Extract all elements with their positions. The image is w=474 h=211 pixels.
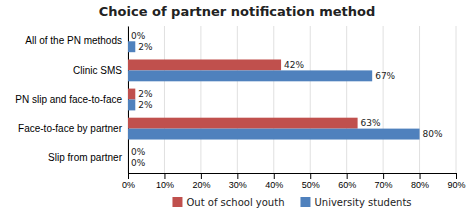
bar xyxy=(128,70,372,81)
y-tick-label: PN slip and face-to-face xyxy=(15,94,122,105)
x-tick: 50% xyxy=(302,173,320,190)
data-label: 80% xyxy=(423,129,443,139)
data-label: 67% xyxy=(375,71,395,81)
bar xyxy=(128,118,358,129)
x-tick-label: 90% xyxy=(447,180,465,190)
y-axis: All of the PN methods Clinic SMS PN slip a… xyxy=(15,27,128,174)
data-label: 2% xyxy=(138,89,153,99)
x-tick: 40% xyxy=(265,173,283,190)
x-tick-label: 0% xyxy=(122,180,135,190)
y-tick-label: Slip from partner xyxy=(48,152,123,163)
x-tick-label: 20% xyxy=(192,180,210,190)
x-axis-line xyxy=(129,174,457,180)
x-tick-mark xyxy=(274,173,275,179)
x-tick-label: 40% xyxy=(265,180,283,190)
legend-swatch xyxy=(300,197,310,207)
bar xyxy=(128,89,135,100)
grid xyxy=(128,26,456,173)
x-tick-mark xyxy=(347,173,348,179)
x-tick: 90% xyxy=(447,173,465,190)
grid-line xyxy=(200,26,201,173)
data-labels: 0%63%2%42%0%0%80%2%67%2% xyxy=(131,31,443,168)
x-tick: 80% xyxy=(411,173,429,190)
bars xyxy=(128,41,420,139)
x-tick: 30% xyxy=(229,173,247,190)
bar xyxy=(128,129,420,140)
x-tick: 20% xyxy=(192,173,210,190)
data-label: 0% xyxy=(131,158,146,168)
chart-title: Choice of partner notification method xyxy=(99,4,375,19)
x-tick-mark xyxy=(310,173,311,179)
grid-line xyxy=(237,26,238,173)
bar xyxy=(128,59,281,70)
bar xyxy=(128,100,135,111)
legend-swatch xyxy=(172,197,182,207)
x-tick-mark xyxy=(456,173,457,179)
chart-svg: Choice of partner notification method 0% 1… xyxy=(0,0,474,211)
x-tick-mark xyxy=(383,173,384,179)
y-tick: Face-to-face by partner xyxy=(18,123,128,134)
y-tick-label: All of the PN methods xyxy=(25,35,122,46)
bar xyxy=(128,158,129,169)
x-tick-label: 30% xyxy=(229,180,247,190)
data-label: 42% xyxy=(284,60,304,70)
x-tick: 0% xyxy=(122,173,135,190)
y-tick-label: Face-to-face by partner xyxy=(18,123,123,134)
x-tick-label: 70% xyxy=(375,180,393,190)
legend-item: Out of school youth xyxy=(172,197,284,208)
x-axis: 0% 10% 20% 30% 40% 50% 60% 70% 80% 90% xyxy=(122,173,466,190)
grid-line xyxy=(310,26,311,173)
x-tick: 70% xyxy=(375,173,393,190)
plot-area: 0% 10% 20% 30% 40% 50% 60% 70% 80% 90% All of the … xyxy=(15,26,465,190)
legend: Out of school youth University students xyxy=(172,197,411,208)
grid-line xyxy=(273,26,274,173)
y-tick: Clinic SMS xyxy=(73,65,128,76)
x-tick-label: 50% xyxy=(302,180,320,190)
y-tick: Slip from partner xyxy=(48,152,128,163)
data-label: 2% xyxy=(138,42,153,52)
y-tick: All of the PN methods xyxy=(25,35,128,46)
legend-label: Out of school youth xyxy=(186,197,284,208)
grid-line xyxy=(164,26,165,173)
x-tick-label: 60% xyxy=(338,180,356,190)
data-label: 0% xyxy=(131,31,146,41)
x-tick-mark xyxy=(420,173,421,179)
grid-line xyxy=(383,26,384,173)
x-tick: 10% xyxy=(156,173,174,190)
grid-line xyxy=(346,26,347,173)
x-tick-mark xyxy=(164,173,165,179)
legend-label: University students xyxy=(314,197,411,208)
y-tick-label: Clinic SMS xyxy=(73,65,122,76)
bar xyxy=(128,30,129,41)
x-tick-label: 10% xyxy=(156,180,174,190)
y-tick: PN slip and face-to-face xyxy=(15,94,128,105)
bar xyxy=(128,147,129,158)
data-label: 63% xyxy=(361,118,381,128)
bar xyxy=(128,41,135,52)
x-tick-label: 80% xyxy=(411,180,429,190)
x-tick-mark xyxy=(201,173,202,179)
data-label: 2% xyxy=(138,100,153,110)
grid-line xyxy=(419,26,420,173)
data-label: 0% xyxy=(131,147,146,157)
chart-container: Choice of partner notification method 0% 1… xyxy=(0,0,474,211)
x-tick: 60% xyxy=(338,173,356,190)
legend-item: University students xyxy=(300,197,411,208)
x-tick-mark xyxy=(237,173,238,179)
grid-line xyxy=(456,26,457,173)
x-tick-mark xyxy=(128,173,129,179)
